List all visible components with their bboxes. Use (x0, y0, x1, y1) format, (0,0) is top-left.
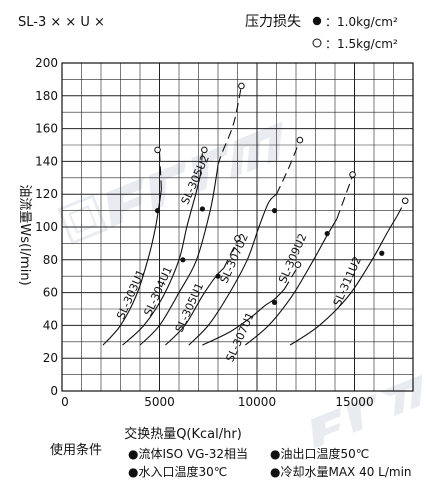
y-tick-label: 0 (50, 384, 58, 398)
x-tick-label: 0 (61, 395, 69, 409)
model-label: SL-3 × × U × (18, 15, 105, 30)
series-curves: SL-303U1SL-304U1SL-305U2SL-305U1SL-307U2… (102, 82, 409, 364)
pressure-loss-title: 压力损失 (245, 14, 301, 30)
y-tick-label: 80 (43, 253, 58, 267)
point-1.5kg (349, 171, 356, 178)
conditions-label: 使用条件 (50, 442, 102, 458)
point-1.5kg (238, 82, 245, 90)
condition-cooling-water: ●冷却水量MAX 40 L/min (270, 465, 412, 479)
series-line (202, 288, 285, 346)
condition-water-inlet-temp: ●水入口温度30℃ (128, 464, 227, 479)
plot-grid (61, 62, 414, 392)
point-1.0kg (199, 206, 205, 212)
point-1.0kg (271, 208, 278, 214)
series-label: SL-305U1 (173, 281, 206, 335)
series-line-extension (276, 139, 301, 195)
y-tick-label: 200 (35, 56, 58, 70)
y-tick-label: 120 (35, 187, 58, 201)
point-1.0kg (324, 230, 330, 237)
series-label: SL-307U2 (218, 232, 251, 286)
x-tick-label: 10000 (238, 395, 276, 409)
legend-filled-label: ：1.0kg/cm² (325, 15, 398, 29)
series-line-extension (158, 151, 162, 190)
series-line (165, 267, 225, 346)
series-sl-311u2: SL-311U2 (289, 197, 409, 346)
y-tick-label: 60 (43, 286, 58, 300)
condition-fluid: ●流体ISO VG-32相当 (128, 447, 248, 461)
condition-oil-outlet-temp: ●油出口温度50℃ (270, 446, 369, 461)
series-line-extension (283, 266, 299, 290)
y-tick-label: 20 (43, 351, 58, 365)
series-line-extension (199, 153, 203, 175)
point-1.0kg (154, 208, 161, 214)
point-1.5kg (201, 146, 208, 154)
legend-filled-marker (312, 16, 322, 26)
point-1.0kg (215, 273, 221, 279)
series-label: SL-307U1 (223, 310, 256, 364)
y-tick-label: 140 (35, 154, 58, 168)
y-tick-label: 40 (43, 318, 58, 332)
x-tick-label: 15000 (335, 395, 373, 409)
series-label: SL-304U1 (141, 264, 174, 318)
series-label: SL-309U2 (276, 232, 309, 286)
plot-frame (61, 62, 414, 392)
point-1.5kg (401, 197, 409, 205)
series-line (122, 174, 201, 346)
y-tick-label: 160 (35, 122, 58, 136)
series-line-extension (336, 176, 354, 219)
point-1.5kg (154, 146, 161, 154)
point-1.5kg (294, 261, 302, 269)
legend-open-label: ：1.5kg/cm² (325, 37, 398, 51)
y-tick-label: 180 (35, 89, 58, 103)
point-1.5kg (234, 235, 241, 242)
x-axis-title: 交换热量Q(Kcal/hr) (124, 426, 242, 442)
y-tick-label: 100 (35, 220, 58, 234)
series-line-extension (217, 85, 242, 165)
point-1.0kg (379, 250, 385, 256)
x-tick-label: 5000 (144, 395, 175, 409)
series-line (102, 189, 162, 346)
series-line (188, 193, 277, 346)
series-line (244, 218, 338, 346)
point-1.0kg (271, 299, 278, 306)
series-sl-309u2: SL-309U2 (244, 171, 356, 346)
point-1.0kg (180, 257, 186, 263)
series-line (289, 215, 398, 346)
legend-open-marker (312, 38, 322, 48)
series-line (139, 164, 219, 346)
point-1.5kg (296, 136, 304, 144)
axis-tick-labels: 0 20 40 60 80 100 120 140 160 180 200 0 5000 10000 150… (35, 56, 374, 409)
y-axis-title: 油流量Ws(l/min) (17, 184, 32, 285)
watermark-logo (57, 121, 423, 449)
